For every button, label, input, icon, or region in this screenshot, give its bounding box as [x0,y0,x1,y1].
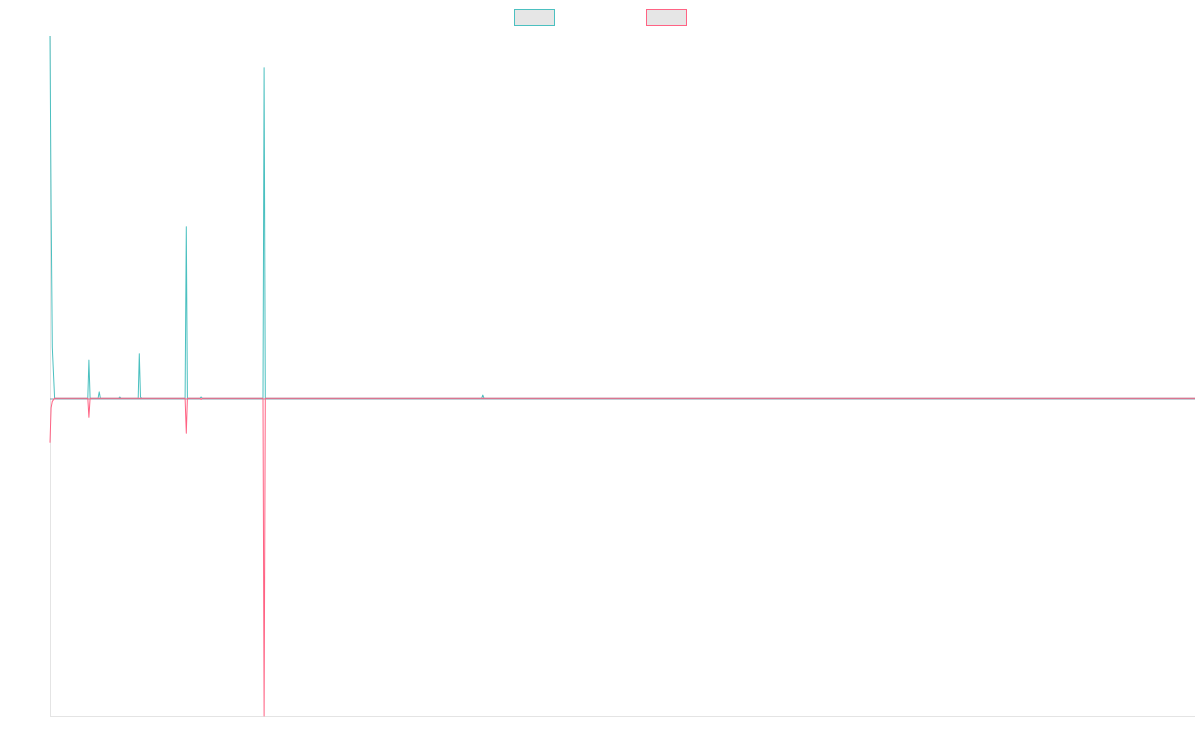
legend-swatch-2[interactable] [646,9,687,26]
series-layer [49,35,1195,717]
legend-swatch-1[interactable] [514,9,555,26]
series-line-2 [49,397,1195,717]
series-line-1 [49,35,1195,399]
chart-legend [514,9,687,26]
